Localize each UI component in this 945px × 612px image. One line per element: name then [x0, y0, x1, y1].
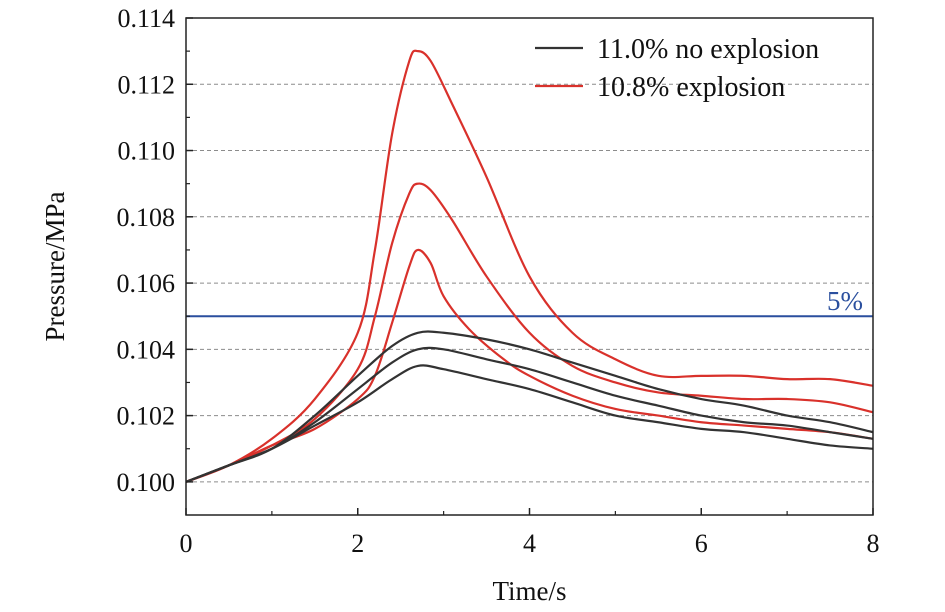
- y-axis-title: Pressure/MPa: [40, 191, 70, 341]
- x-tick-label-3: 6: [695, 529, 708, 558]
- reference-line-group: 5%: [186, 286, 873, 318]
- x-tick-label-4: 8: [867, 529, 880, 558]
- series-line-1: [185, 182, 874, 483]
- y-tick-label-4: 0.108: [117, 203, 176, 232]
- y-axis-ticks: 0.100 0.102 0.104 0.106 0.108 0.110 0.112 0.114: [117, 4, 193, 497]
- y-tick-label-5: 0.110: [117, 137, 175, 166]
- series-line-2: [185, 248, 874, 483]
- x-tick-label-2: 4: [523, 529, 536, 558]
- y-tick-label-7: 0.114: [117, 4, 175, 33]
- y-tick-label-0: 0.100: [117, 468, 176, 497]
- series-line-4: [185, 346, 874, 483]
- y-tick-label-3: 0.106: [117, 269, 176, 298]
- x-axis-ticks: 0 2 4 6 8: [180, 508, 880, 558]
- legend-label-explosion: 10.8% explosion: [597, 72, 785, 103]
- legend-label-no-explosion: 11.0% no explosion: [597, 34, 819, 65]
- legend: 11.0% no explosion 10.8% explosion: [535, 34, 819, 103]
- x-tick-label-0: 0: [180, 529, 193, 558]
- series-line-3: [185, 330, 874, 483]
- y-tick-label-1: 0.102: [117, 402, 176, 431]
- x-axis-title: Time/s: [492, 576, 566, 606]
- y-tick-label-2: 0.104: [117, 335, 176, 364]
- series-line-5: [185, 364, 874, 483]
- data-series: [185, 49, 874, 483]
- x-tick-label-1: 2: [351, 529, 364, 558]
- y-tick-label-6: 0.112: [117, 70, 175, 99]
- reference-line-label: 5%: [827, 286, 863, 316]
- series-line-0: [185, 49, 874, 483]
